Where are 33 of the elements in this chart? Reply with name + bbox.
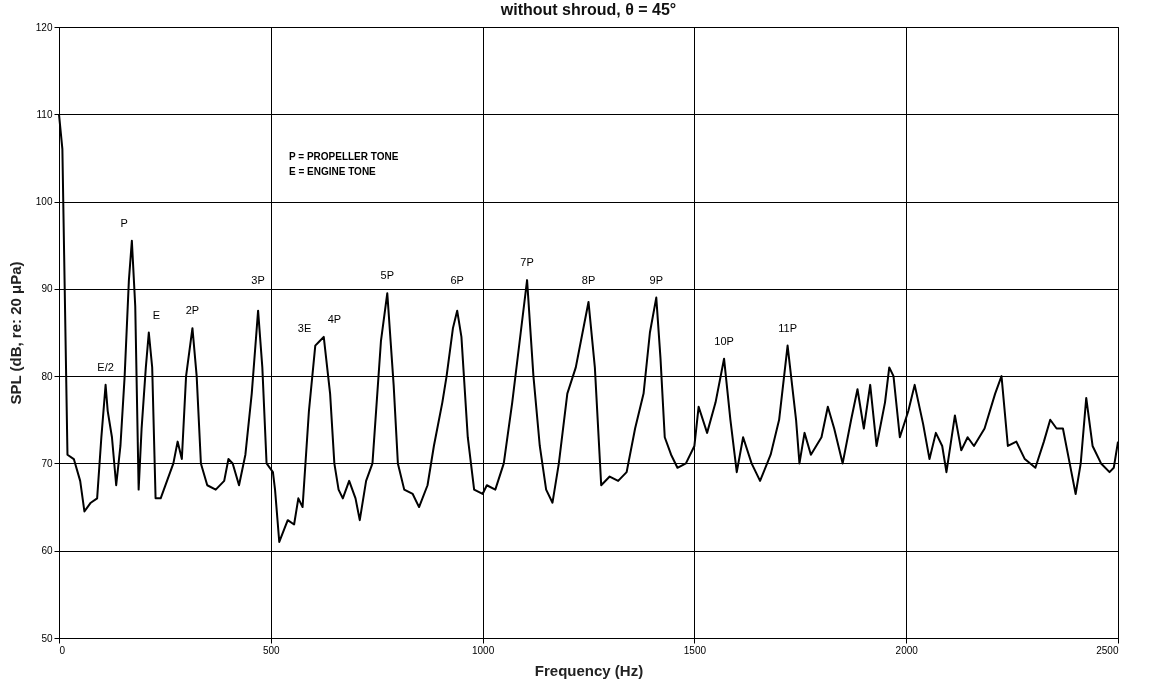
annotation: 8P xyxy=(581,273,596,286)
annotation: 10P xyxy=(714,334,734,347)
annotation: 5P xyxy=(380,269,395,282)
annotation: P xyxy=(120,216,128,229)
annotation: 11P xyxy=(778,321,797,334)
x-tick-label: 2000 xyxy=(895,644,919,656)
x-tick-label: 2500 xyxy=(1096,644,1119,656)
annotation: E/2 xyxy=(97,360,114,373)
y-tick-label: 100 xyxy=(35,196,53,208)
y-axis-title: SPL (dB, re: 20 μPa) xyxy=(6,261,24,405)
x-tick-label: 1500 xyxy=(683,644,707,656)
y-tick-label: 80 xyxy=(41,370,53,382)
x-tick-label: 500 xyxy=(262,644,281,656)
annotation: 4P xyxy=(327,312,342,325)
x-tick-label: 1000 xyxy=(471,644,495,656)
y-tick-label: 70 xyxy=(41,457,53,469)
annotation: E = ENGINE TONE xyxy=(289,166,377,177)
y-tick-label: 60 xyxy=(41,545,53,557)
y-tick-label: 50 xyxy=(41,632,53,644)
annotation: 9P xyxy=(649,273,664,286)
annotation: 3P xyxy=(251,273,265,286)
annotation: 6P xyxy=(450,273,464,286)
y-tick-label: 90 xyxy=(41,283,53,295)
y-tick-label: 120 xyxy=(35,21,53,33)
annotation: P = PROPELLER TONE xyxy=(289,151,399,162)
annotation: 2P xyxy=(185,304,200,317)
annotation: 7P xyxy=(520,256,534,269)
y-tick-label: 110 xyxy=(36,108,53,120)
chart-title: without shroud, θ = 45° xyxy=(499,1,677,18)
x-axis-title: Frequency (Hz) xyxy=(534,661,644,679)
annotation: E xyxy=(152,308,161,321)
x-tick-label: 0 xyxy=(59,644,66,656)
annotation: 3E xyxy=(297,321,312,334)
